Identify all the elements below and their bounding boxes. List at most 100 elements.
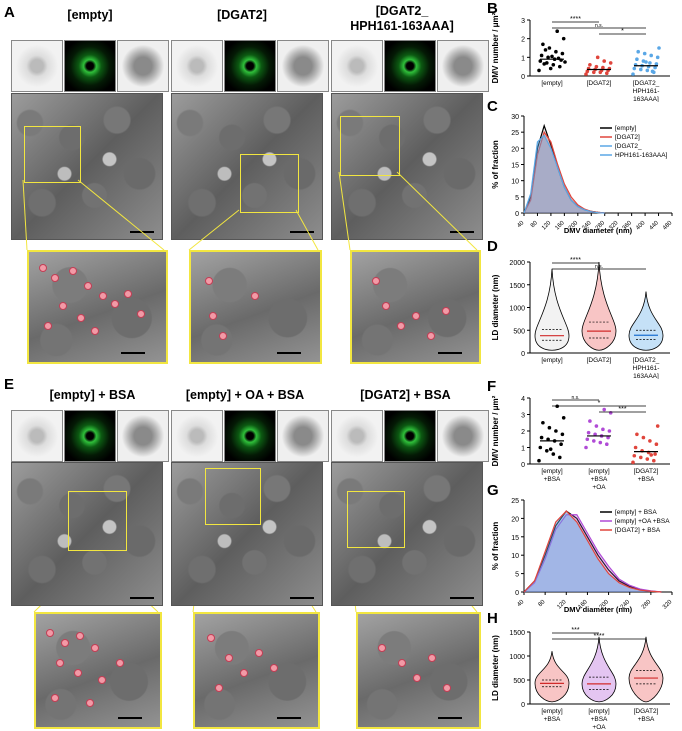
brightfield-thumbnail xyxy=(11,40,63,92)
data-point xyxy=(563,60,567,64)
series-area xyxy=(524,514,662,592)
panel-a-title-dgat2: [DGAT2] xyxy=(217,8,267,22)
fluorescence-thumbnail xyxy=(224,410,276,462)
dmv-marker xyxy=(59,302,67,310)
data-point xyxy=(594,424,599,428)
significance-label: * xyxy=(621,28,624,35)
dmv-marker xyxy=(76,632,84,640)
x-tick-label: 480 xyxy=(662,220,674,232)
data-point xyxy=(561,416,566,420)
em-overview-thumbnail xyxy=(277,410,329,462)
x-tick-label: 320 xyxy=(662,599,674,611)
panel-letter-a: A xyxy=(4,4,15,21)
data-point xyxy=(560,51,565,56)
dmv-marker xyxy=(124,290,132,298)
significance-label: n.s. xyxy=(595,23,603,29)
y-tick-label: 0 xyxy=(515,590,519,597)
category-label: +BSA xyxy=(638,716,655,723)
data-point xyxy=(548,447,553,451)
data-point xyxy=(560,432,565,437)
data-point xyxy=(541,420,545,425)
data-point xyxy=(543,48,548,52)
chart-g: 0 5 10 15 20 25 % of fraction 40 80 120 160 200 240 2… xyxy=(491,498,674,614)
brightfield-thumbnail xyxy=(11,410,63,462)
data-point xyxy=(585,69,590,74)
scale-bar xyxy=(450,597,474,599)
data-point xyxy=(598,440,603,445)
y-tick-label: 2 xyxy=(521,429,525,436)
x-tick-label: 280 xyxy=(641,599,653,611)
data-point xyxy=(649,53,653,58)
dmv-marker xyxy=(412,312,420,320)
data-point xyxy=(539,53,544,58)
brightfield-thumbnail xyxy=(171,40,223,92)
data-point xyxy=(652,458,656,463)
dmv-marker xyxy=(205,277,213,285)
em-overview-thumbnail xyxy=(117,410,169,462)
legend-label: [DGAT2] + BSA xyxy=(615,527,661,534)
scale-bar xyxy=(290,597,314,599)
zoom-region-box xyxy=(347,491,405,548)
dmv-marker xyxy=(69,267,77,275)
y-tick-label: 5 xyxy=(515,572,519,579)
data-point xyxy=(592,439,596,443)
y-axis-label: DMV number / μm² xyxy=(491,395,500,466)
y-tick-label: 3 xyxy=(521,413,525,420)
category-label: [empty] xyxy=(541,708,563,715)
series-area xyxy=(524,135,605,213)
scale-bar xyxy=(121,352,145,354)
y-tick-label: 4 xyxy=(521,396,525,403)
dmv-marker xyxy=(99,292,107,300)
data-point xyxy=(641,435,646,440)
violin-shape xyxy=(581,636,617,703)
y-tick-label: 20 xyxy=(511,516,519,523)
y-tick-label: 1 xyxy=(521,55,525,62)
y-tick-label: 15 xyxy=(511,163,519,170)
dmv-marker xyxy=(251,292,259,300)
x-tick-label: 200 xyxy=(568,220,580,232)
zoom-region-box xyxy=(68,491,127,551)
y-tick-label: 1 xyxy=(521,446,525,453)
scale-bar xyxy=(130,597,154,599)
dmv-marker xyxy=(428,654,436,662)
data-point xyxy=(561,36,566,41)
category-label: +BSA xyxy=(591,476,608,483)
dmv-marker xyxy=(77,314,85,322)
panel-a-title-mutant-line2: HPH161-163AAA] xyxy=(350,19,454,33)
dmv-marker xyxy=(240,669,248,677)
data-point xyxy=(538,59,543,63)
data-point xyxy=(632,453,637,458)
category-label: [DGAT2_ xyxy=(633,357,660,364)
x-tick-label: 160 xyxy=(554,220,566,232)
violin-shape xyxy=(581,261,617,351)
data-point xyxy=(642,51,647,56)
fluorescence-thumbnail xyxy=(384,410,436,462)
brightfield-thumbnail xyxy=(331,40,383,92)
data-point xyxy=(605,71,609,75)
data-point xyxy=(645,457,650,461)
zoom-region-box xyxy=(205,468,261,525)
data-point xyxy=(631,460,635,465)
panel-e-title-empty-oa-bsa: [empty] + OA + BSA xyxy=(185,388,305,402)
dmv-marker xyxy=(91,327,99,335)
violin-shape xyxy=(534,651,570,703)
data-point xyxy=(546,55,550,60)
data-point xyxy=(644,60,648,64)
legend-label: [DGAT2_ xyxy=(615,143,642,150)
data-point xyxy=(548,66,553,71)
data-point xyxy=(588,419,592,423)
x-tick-label: 40 xyxy=(516,220,525,229)
series-line xyxy=(523,134,605,214)
series-line xyxy=(523,514,662,593)
panel-e-title-dgat2-bsa: [DGAT2] + BSA xyxy=(360,388,451,402)
significance-label: **** xyxy=(594,633,605,640)
x-tick-label: 240 xyxy=(581,220,593,232)
em-image-dgat2 xyxy=(171,93,323,240)
y-tick-label: 500 xyxy=(513,328,525,335)
dmv-marker xyxy=(91,644,99,652)
data-point xyxy=(645,68,650,73)
significance-label: **** xyxy=(570,257,581,264)
category-label: [empty] xyxy=(541,468,563,475)
